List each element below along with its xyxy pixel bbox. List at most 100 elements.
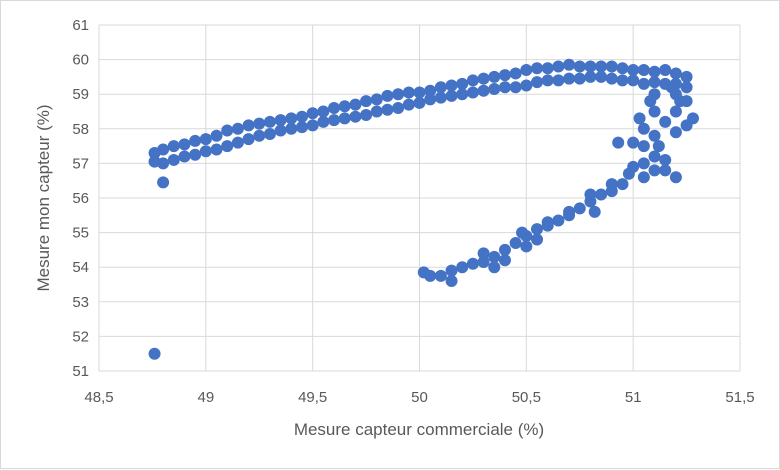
data-point [488,261,501,274]
data-point [541,74,554,87]
data-point [317,115,330,128]
data-point [178,138,191,151]
data-point [466,74,479,87]
data-point [616,178,629,191]
data-point [210,129,223,142]
data-point [669,105,682,118]
data-point [413,86,426,99]
data-point [178,150,191,163]
data-point [148,347,161,360]
data-point [349,110,362,123]
data-point [516,226,529,239]
x-tick-label: 48,5 [84,389,113,406]
data-point [221,140,234,153]
data-point [648,150,661,163]
data-point [360,108,373,121]
data-point [488,83,501,96]
data-point [627,74,640,87]
y-tick-label: 57 [72,155,89,172]
data-point [531,76,544,89]
data-point [605,60,618,73]
data-point [531,233,544,246]
y-tick-label: 54 [72,259,89,276]
data-point [612,136,625,149]
data-point [520,240,533,253]
data-point [477,72,490,85]
data-point [253,117,266,130]
data-point [349,98,362,111]
data-point [669,171,682,184]
data-point [595,70,608,83]
data-point [584,60,597,73]
data-point [413,96,426,109]
x-tick-label: 49 [197,389,214,406]
data-point [616,74,629,87]
data-point [231,136,244,149]
data-point [669,67,682,80]
data-point [167,153,180,166]
y-tick-label: 58 [72,121,89,138]
data-point [328,102,341,115]
data-point [274,124,287,137]
data-point [644,95,657,108]
y-tick-label: 55 [72,225,89,242]
data-point [627,63,640,76]
data-point [445,89,458,102]
y-tick-label: 59 [72,86,89,103]
data-point [680,70,693,83]
gridlines [98,24,741,372]
x-axis-title: Mesure capteur commerciale (%) [294,420,544,439]
data-point [573,202,586,215]
data-point [242,133,255,146]
y-tick-label: 56 [72,190,89,207]
data-point [360,95,373,108]
data-point [477,256,490,269]
data-point [189,134,202,147]
data-point [338,112,351,125]
data-point [648,105,661,118]
data-point [157,157,170,170]
data-point [285,122,298,135]
data-point [295,110,308,123]
data-point [652,140,665,153]
y-tick-label: 52 [72,328,89,345]
data-point [637,140,650,153]
data-point [573,72,586,85]
data-point [274,114,287,127]
data-point [199,145,212,158]
data-point [584,188,597,201]
data-point [210,143,223,156]
data-point [674,95,687,108]
data-point [424,93,437,106]
data-point [285,112,298,125]
data-point [434,269,447,282]
data-point [541,216,554,229]
data-point [488,250,501,263]
data-point [477,84,490,97]
data-point [445,264,458,277]
x-axis-ticks: 48,5 49 49,5 50 50,5 51 51,5 [84,389,754,406]
data-point [466,257,479,270]
data-point [637,77,650,90]
data-point [381,103,394,116]
data-point [263,115,276,128]
data-point [637,171,650,184]
data-point [541,62,554,75]
data-point [231,122,244,135]
data-point [306,107,319,120]
data-point [637,122,650,135]
data-point [637,63,650,76]
data-point [633,112,646,125]
data-point [338,100,351,113]
y-tick-label: 61 [72,17,89,34]
data-point [680,119,693,132]
x-tick-label: 51 [625,389,642,406]
data-point [595,60,608,73]
data-point [595,188,608,201]
data-point [659,153,672,166]
data-point [552,214,565,227]
data-point [552,60,565,73]
y-tick-label: 53 [72,294,89,311]
